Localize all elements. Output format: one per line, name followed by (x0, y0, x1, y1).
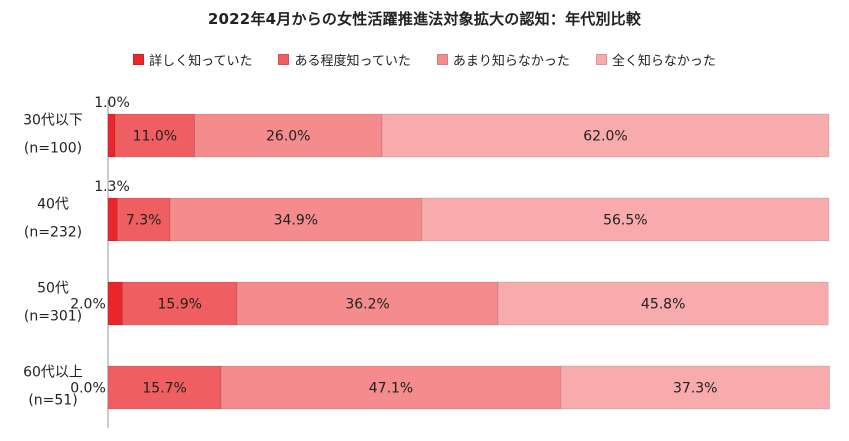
data-label: 36.2% (345, 297, 389, 313)
legend-swatch (278, 54, 290, 65)
category-label: 40代 (37, 197, 69, 213)
bar-segment (497, 281, 829, 326)
data-label: 15.7% (142, 381, 186, 397)
legend-label: あまり知らなかった (452, 54, 570, 69)
legend-label: 全く知らなかった (611, 54, 716, 69)
data-label: 1.3% (94, 179, 130, 195)
legend-label: ある程度知っていた (294, 54, 411, 69)
data-label: 1.0% (94, 95, 130, 111)
category-n-label: (n=100) (24, 141, 82, 157)
legend-label: 詳しく知っていた (149, 54, 253, 69)
bar-segment (560, 365, 831, 410)
data-label: 0.0% (70, 381, 106, 397)
data-label: 15.9% (157, 297, 201, 313)
category-n-label: (n=232) (24, 225, 82, 241)
data-label: 37.3% (673, 381, 717, 397)
category-n-label: (n=301) (24, 309, 82, 325)
bar-segment (121, 281, 238, 326)
legend-swatch (595, 54, 607, 65)
legend-item: 詳しく知っていた (133, 50, 252, 69)
bar-segment (107, 197, 118, 242)
legend-swatch (436, 54, 448, 65)
bar-segment (114, 113, 196, 158)
data-label: 7.3% (126, 213, 162, 229)
category-label: 50代 (37, 281, 69, 297)
data-label: 45.8% (641, 297, 685, 313)
bar-segment (194, 113, 383, 158)
chart-title: 2022年4月からの女性活躍推進法対象拡大の認知：年代別比較 (207, 10, 642, 28)
bar-segment (381, 113, 830, 158)
bar-segment (236, 281, 499, 326)
legend-item: 全く知らなかった (595, 50, 716, 69)
bar-segment (107, 365, 222, 410)
data-label: 11.0% (133, 129, 177, 145)
legend-item: あまり知らなかった (436, 50, 570, 69)
bar-segment (107, 281, 123, 326)
legend-item: ある程度知っていた (278, 50, 411, 69)
bar-segment (421, 197, 830, 242)
bar-segment (107, 113, 116, 158)
legend: 詳しく知っていた ある程度知っていた あまり知らなかった 全く知らなかった (0, 50, 849, 69)
category-n-label: (n=51) (28, 393, 77, 409)
bar-segment (169, 197, 423, 242)
legend-swatch (133, 54, 145, 65)
data-label: 56.5% (603, 213, 647, 229)
data-label: 34.9% (274, 213, 318, 229)
data-label: 47.1% (369, 381, 413, 397)
data-label: 62.0% (583, 129, 627, 145)
category-label: 30代以下 (23, 113, 83, 129)
data-label: 26.0% (266, 129, 310, 145)
data-label: 2.0% (70, 297, 106, 313)
bar-segment (220, 365, 562, 410)
category-label: 60代以上 (23, 365, 83, 381)
